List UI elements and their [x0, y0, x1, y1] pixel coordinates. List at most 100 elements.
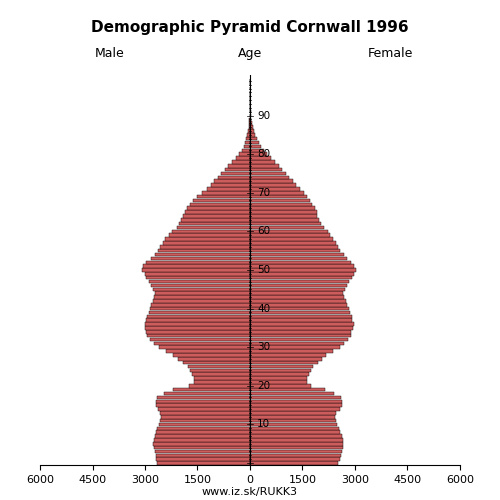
Bar: [250, 198, 310, 202]
Bar: [250, 338, 348, 342]
Bar: [250, 144, 261, 148]
Bar: [250, 442, 344, 446]
Bar: [182, 218, 250, 222]
Bar: [250, 307, 348, 310]
Bar: [250, 462, 338, 465]
Bar: [250, 384, 311, 388]
Text: 50: 50: [257, 265, 270, 275]
Bar: [146, 318, 250, 322]
Bar: [152, 256, 250, 260]
Bar: [250, 264, 354, 268]
Bar: [173, 388, 250, 392]
Bar: [248, 129, 250, 133]
Text: 30: 30: [257, 342, 270, 352]
Bar: [159, 346, 250, 349]
Bar: [250, 234, 330, 237]
Bar: [192, 372, 250, 376]
Bar: [160, 245, 250, 248]
Bar: [250, 314, 352, 318]
Bar: [194, 380, 250, 384]
Bar: [250, 180, 292, 183]
Bar: [190, 368, 250, 372]
Bar: [250, 256, 348, 260]
Bar: [155, 292, 250, 295]
Bar: [250, 322, 354, 326]
Bar: [150, 307, 250, 310]
Bar: [250, 342, 344, 345]
Bar: [184, 214, 250, 218]
Bar: [190, 202, 250, 206]
Bar: [147, 334, 250, 338]
Bar: [155, 253, 250, 256]
Bar: [156, 430, 250, 434]
Bar: [250, 172, 286, 175]
Bar: [250, 218, 318, 222]
Bar: [246, 137, 250, 140]
Bar: [146, 276, 250, 280]
Bar: [250, 152, 268, 156]
Bar: [250, 326, 353, 330]
Bar: [160, 419, 250, 422]
Bar: [250, 168, 282, 172]
Bar: [150, 284, 250, 287]
Text: www.iz.sk/RUKK3: www.iz.sk/RUKK3: [202, 488, 298, 498]
Bar: [155, 434, 250, 438]
Bar: [244, 144, 250, 148]
Bar: [161, 415, 250, 418]
Bar: [250, 380, 306, 384]
Text: 70: 70: [257, 188, 270, 198]
Text: Age: Age: [238, 47, 262, 60]
Bar: [154, 296, 250, 299]
Bar: [250, 241, 336, 244]
Bar: [228, 164, 250, 168]
Bar: [250, 195, 306, 198]
Bar: [250, 346, 340, 349]
Bar: [156, 404, 250, 407]
Bar: [250, 191, 304, 194]
Bar: [250, 407, 340, 411]
Bar: [250, 164, 278, 168]
Bar: [172, 230, 250, 233]
Bar: [143, 264, 250, 268]
Bar: [157, 462, 250, 465]
Bar: [250, 148, 264, 152]
Bar: [242, 148, 250, 152]
Text: 40: 40: [257, 304, 270, 314]
Bar: [156, 454, 250, 457]
Bar: [250, 133, 256, 136]
Bar: [156, 400, 250, 403]
Bar: [142, 268, 250, 272]
Bar: [154, 442, 250, 446]
Bar: [222, 172, 250, 175]
Bar: [148, 310, 250, 314]
Bar: [250, 160, 275, 164]
Bar: [250, 426, 339, 430]
Bar: [250, 284, 347, 287]
Bar: [250, 296, 344, 299]
Bar: [250, 388, 325, 392]
Bar: [157, 396, 250, 399]
Bar: [250, 272, 354, 276]
Bar: [250, 245, 338, 248]
Bar: [169, 234, 250, 237]
Bar: [250, 330, 351, 334]
Bar: [250, 350, 332, 353]
Bar: [149, 280, 250, 283]
Bar: [250, 303, 347, 306]
Bar: [250, 276, 352, 280]
Bar: [232, 160, 250, 164]
Bar: [250, 253, 344, 256]
Bar: [154, 438, 250, 442]
Bar: [147, 314, 250, 318]
Bar: [145, 322, 250, 326]
Bar: [250, 310, 350, 314]
Bar: [250, 238, 334, 241]
Bar: [152, 299, 250, 302]
Bar: [250, 334, 351, 338]
Bar: [180, 222, 250, 226]
Bar: [245, 141, 250, 144]
Bar: [250, 214, 317, 218]
Bar: [173, 353, 250, 356]
Bar: [250, 450, 342, 454]
Bar: [155, 450, 250, 454]
